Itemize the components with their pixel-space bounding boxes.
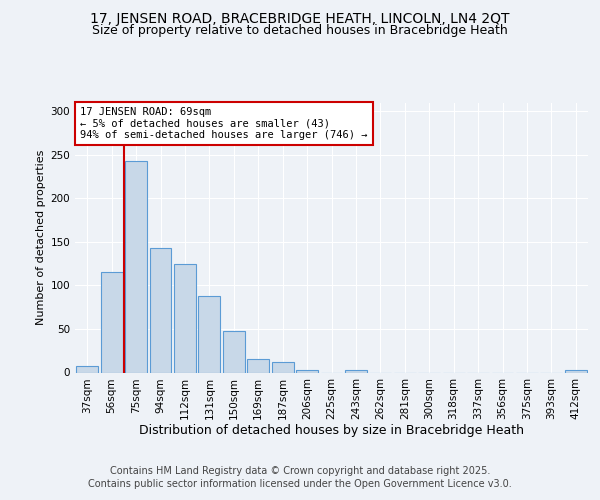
Bar <box>272 362 293 372</box>
Bar <box>101 272 122 372</box>
Bar <box>565 370 587 372</box>
Bar <box>223 330 245 372</box>
Text: Size of property relative to detached houses in Bracebridge Heath: Size of property relative to detached ho… <box>92 24 508 37</box>
Bar <box>345 370 367 372</box>
Bar <box>199 296 220 372</box>
Bar <box>76 366 98 372</box>
Bar <box>125 161 147 372</box>
Text: 17 JENSEN ROAD: 69sqm
← 5% of detached houses are smaller (43)
94% of semi-detac: 17 JENSEN ROAD: 69sqm ← 5% of detached h… <box>80 107 367 140</box>
Bar <box>149 248 172 372</box>
Text: Contains HM Land Registry data © Crown copyright and database right 2025.: Contains HM Land Registry data © Crown c… <box>110 466 490 476</box>
Text: Contains public sector information licensed under the Open Government Licence v3: Contains public sector information licen… <box>88 479 512 489</box>
Text: 17, JENSEN ROAD, BRACEBRIDGE HEATH, LINCOLN, LN4 2QT: 17, JENSEN ROAD, BRACEBRIDGE HEATH, LINC… <box>90 12 510 26</box>
Bar <box>296 370 318 372</box>
Y-axis label: Number of detached properties: Number of detached properties <box>36 150 46 325</box>
Bar <box>174 264 196 372</box>
X-axis label: Distribution of detached houses by size in Bracebridge Heath: Distribution of detached houses by size … <box>139 424 524 436</box>
Bar <box>247 360 269 372</box>
